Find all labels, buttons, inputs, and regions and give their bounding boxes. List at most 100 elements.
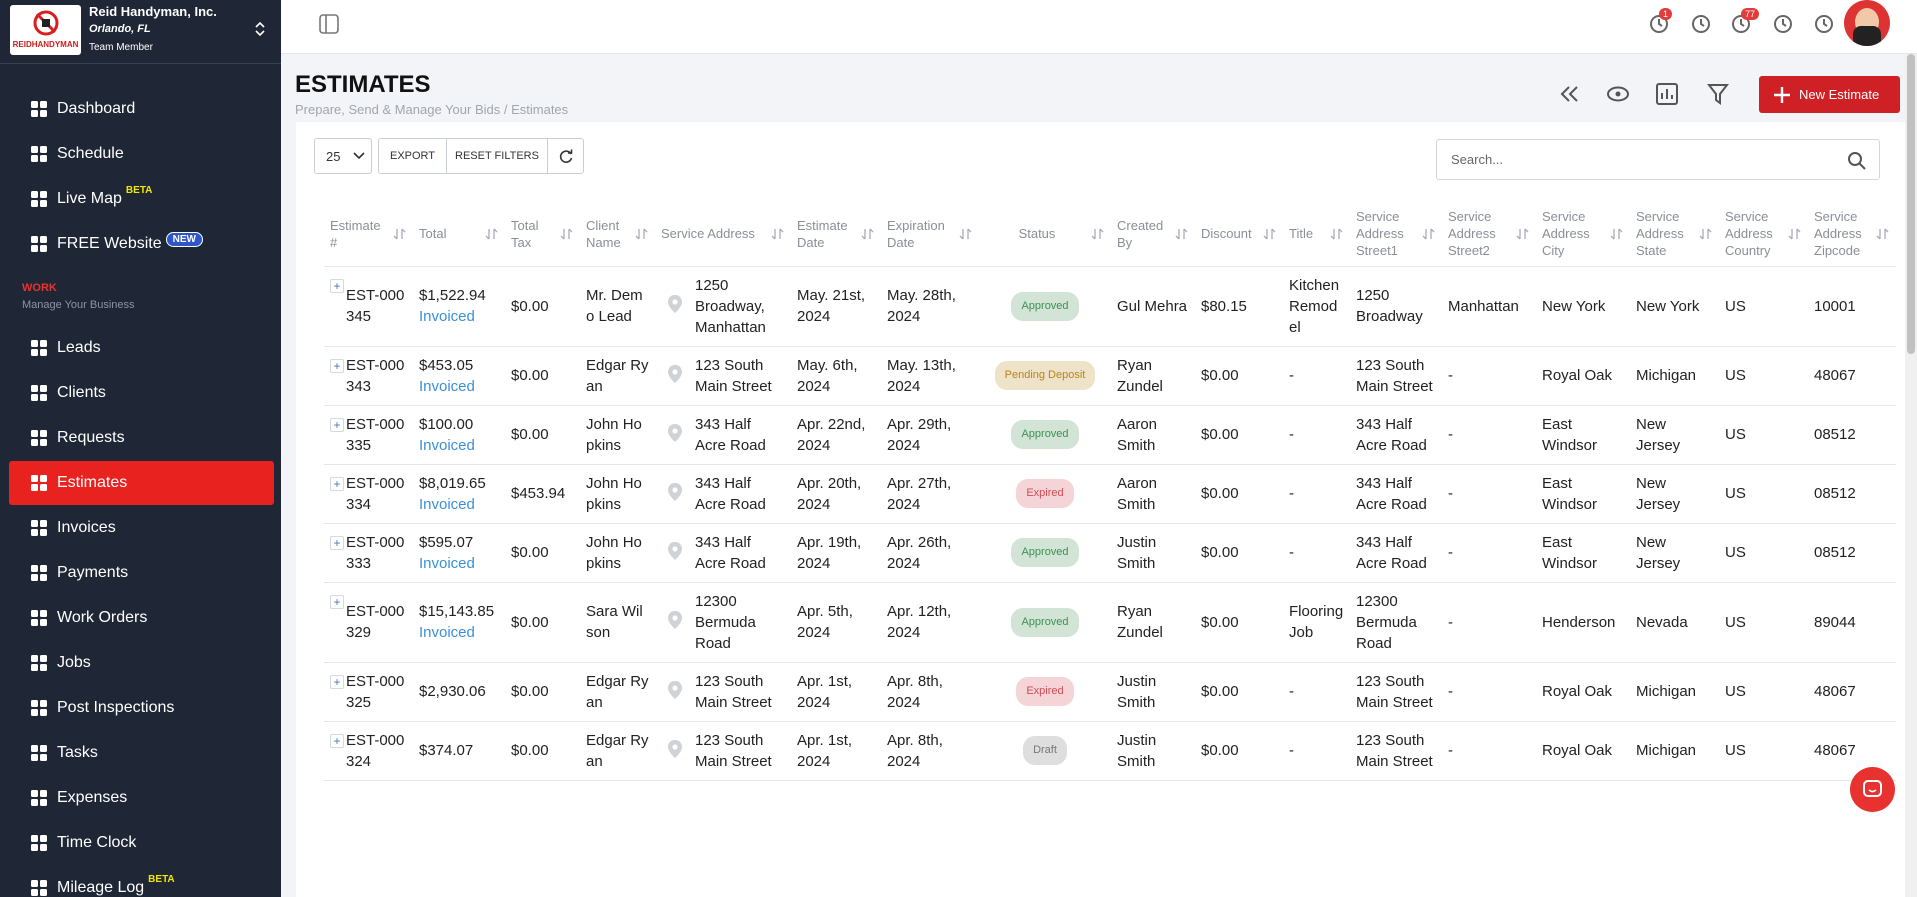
table-row[interactable]: + EST-000345 $1,522.94 Invoiced $0.00 Mr. Dem… [324,266,1896,347]
expand-button[interactable]: + [330,594,344,609]
cell-state: New Jersey [1630,523,1719,583]
invoice-link[interactable]: Invoiced [419,554,475,572]
table-row[interactable]: + EST-000329 $15,143.85 Invoiced $0.00 Sara W… [324,582,1896,663]
cell-city: East Windsor [1536,523,1630,583]
column-header[interactable]: Service Address Zipcode [1808,202,1896,267]
column-header[interactable]: Service Address State [1630,202,1719,267]
expand-button[interactable]: + [330,358,344,373]
table-row[interactable]: + EST-000333 $595.07 Invoiced $0.00 John Hopk… [324,523,1896,583]
column-header[interactable]: Estimate Date [791,202,881,267]
column-header[interactable]: Service Address City [1536,202,1630,267]
topbar-icon[interactable]: 1 [1649,8,1673,36]
status-badge: Approved [1011,538,1079,567]
cell-state: Michigan [1630,662,1719,722]
expand-button[interactable]: + [330,674,344,689]
reset-filters-button[interactable]: RESET FILTERS [446,138,548,174]
collapse-button[interactable] [1559,84,1581,104]
column-header[interactable]: Estimate # [324,202,413,267]
nav-item[interactable]: Work Orders [9,596,274,640]
nav-item[interactable]: Post Inspections [9,686,274,730]
topbar-icon[interactable] [1691,14,1713,36]
cell-text: - [1448,742,1453,759]
nav-item[interactable]: Tasks [9,731,274,775]
view-button[interactable] [1606,84,1630,104]
notification-badge: 77 [1741,8,1760,20]
page-size-select[interactable]: 25 [314,138,372,174]
company-switch[interactable] [254,20,266,38]
nav-item[interactable]: Live Map BETA [9,177,274,221]
report-button[interactable] [1655,82,1679,106]
export-button[interactable]: EXPORT [378,138,447,174]
invoice-link[interactable]: Invoiced [419,495,475,513]
column-header[interactable]: Client Name [580,202,655,267]
cell-text: John Hopkins [586,533,642,572]
nav-item[interactable]: Requests [9,416,274,460]
invoice-link[interactable]: Invoiced [419,377,475,395]
nav-item[interactable]: Invoices [9,506,274,550]
table-row[interactable]: + EST-000324 $374.07 $0.00 Edgar Ryan 123 Sou… [324,721,1896,781]
column-header[interactable]: Expiration Date [881,202,979,267]
cell-address: 123 South Main Street [655,721,791,781]
column-header[interactable]: Total Tax [505,202,580,267]
expand-button[interactable]: + [330,417,344,432]
collapse-sidebar[interactable] [318,13,340,35]
nav-item[interactable]: Payments [9,551,274,595]
cell-state: Michigan [1630,721,1719,781]
nav-item[interactable]: Time Clock [9,821,274,865]
cell-text: Apr. 19th, 2024 [797,533,862,572]
cell-text: Ryan Zundel [1117,603,1163,641]
invoice-link[interactable]: Invoiced [419,436,475,454]
company-location: Orlando, FL [89,23,151,35]
column-label: Estimate # [330,217,381,250]
nav-item[interactable]: Expenses [9,776,274,820]
table-row[interactable]: + EST-000335 $100.00 Invoiced $0.00 John Hopk… [324,405,1896,465]
filter-button[interactable] [1707,82,1729,106]
expand-button[interactable]: + [330,535,344,550]
cell-text: Edgar Ryan [586,731,649,770]
nav-item[interactable]: Clients [9,371,274,415]
column-header[interactable]: Service Address Street2 [1442,202,1536,267]
column-header[interactable]: Total [413,202,505,267]
search-box[interactable]: Search... [1436,139,1880,180]
invoice-link[interactable]: Invoiced [419,308,475,325]
cell-text: May. 13th, 2024 [887,356,956,395]
invoice-link[interactable]: Invoiced [419,624,475,641]
table-row[interactable]: + EST-000334 $8,019.65 Invoiced $453.94 John … [324,464,1896,524]
column-header[interactable]: Status [979,202,1111,267]
refresh-button[interactable] [547,138,584,174]
nav-item[interactable]: Dashboard [9,87,274,131]
address-text: 12300 Bermuda Road [695,592,756,652]
topbar-icon[interactable] [1814,14,1836,36]
cell-text: Henderson [1542,613,1616,631]
nav-item[interactable]: Estimates [9,461,274,505]
topbar-icon[interactable]: 77 [1731,8,1760,36]
column-header[interactable]: Title [1283,202,1350,267]
expand-button[interactable]: + [330,476,344,491]
nav-label: Payments [57,564,128,582]
table-row[interactable]: + EST-000325 $2,930.06 $0.00 Edgar Ryan 123 S… [324,662,1896,722]
topbar-icon[interactable] [1773,14,1795,36]
nav-item[interactable]: Leads [9,326,274,370]
nav-label: FREE Website NEW [57,232,203,253]
expand-button[interactable]: + [330,733,344,748]
column-header[interactable]: Discount [1195,202,1283,267]
column-header[interactable]: Created By [1111,202,1195,267]
cell-discount: $0.00 [1195,523,1283,583]
page-subtitle: Prepare, Send & Manage Your Bids / Estim… [295,102,569,117]
nav-item[interactable]: FREE Website NEW [9,222,274,266]
cell-state: New Jersey [1630,405,1719,465]
table-row[interactable]: + EST-000343 $453.05 Invoiced $0.00 Edgar Rya… [324,346,1896,406]
avatar[interactable] [1844,0,1890,46]
cell-text: New Jersey [1636,415,1681,454]
nav-item[interactable]: Schedule [9,132,274,176]
new-estimate-button[interactable]: New Estimate [1759,76,1900,113]
nav-item[interactable]: Jobs [9,641,274,685]
nav-item[interactable]: Mileage Log BETA [9,866,274,897]
chat-button[interactable] [1850,767,1895,812]
nav-label-text: Time Clock [57,834,137,851]
column-header[interactable]: Service Address Street1 [1350,202,1442,267]
cell-created-by: Aaron Smith [1111,464,1195,524]
expand-button[interactable]: + [330,278,344,293]
column-header[interactable]: Service Address [655,202,791,267]
column-header[interactable]: Service Address Country [1719,202,1808,267]
